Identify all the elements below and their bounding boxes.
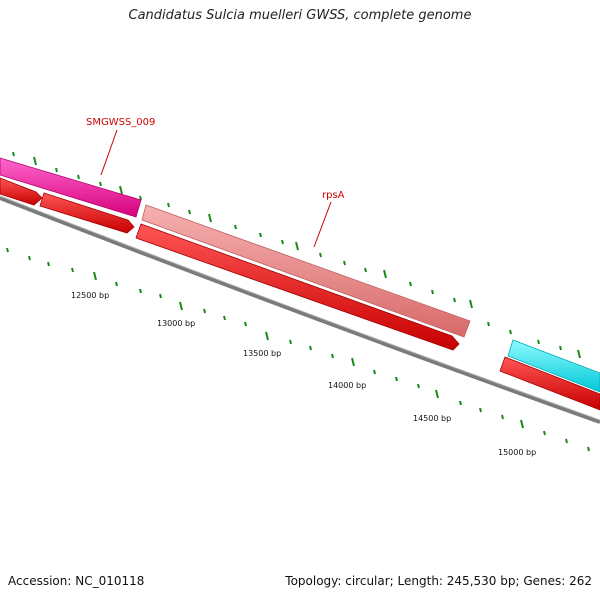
accession-text: Accession: NC_010118 [8,574,145,588]
gene-label-rpsa[interactable]: rpsA [322,190,345,201]
tick-label-14500: 14500 bp [413,414,451,423]
genome-summary-text: Topology: circular; Length: 245,530 bp; … [285,574,592,588]
label-leader-rpsa [313,201,332,248]
gene-cyan[interactable] [507,339,600,393]
cds-arrow-1[interactable] [0,177,43,206]
gene-smgwss-009[interactable] [0,157,142,218]
tick-label-14000: 14000 bp [328,381,366,390]
tick-label-13000: 13000 bp [157,319,195,328]
tick-label-15000: 15000 bp [498,448,536,457]
tick-label-13500: 13500 bp [243,349,281,358]
outer-tick-row [12,151,581,359]
map-title: Candidatus Sulcia muelleri GWSS, complet… [128,8,472,23]
label-leader-smgwss-009 [100,129,118,176]
cds-arrow-3[interactable] [135,223,460,351]
gene-rpsa[interactable] [141,204,471,338]
inner-tick-row [6,247,590,452]
tick-label-12500: 12500 bp [71,291,109,300]
gene-label-smgwss-009[interactable]: SMGWSS_009 [86,117,155,128]
genome-backbone [0,196,600,424]
cds-arrow-4[interactable] [499,356,600,411]
cds-arrow-2[interactable] [39,192,135,234]
